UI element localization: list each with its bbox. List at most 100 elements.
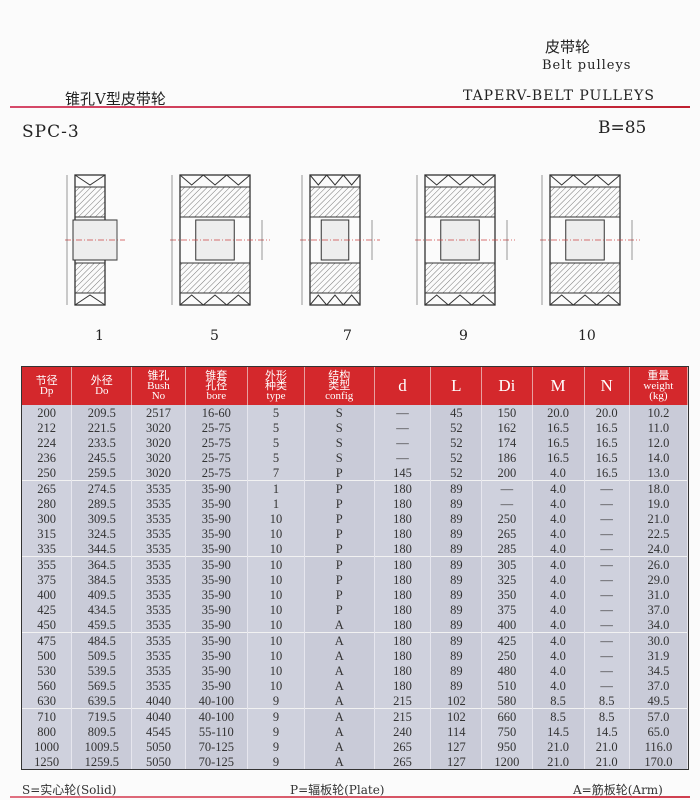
table-cell: 3020	[131, 420, 186, 435]
table-cell: 89	[430, 587, 483, 602]
table-cell: 5	[247, 450, 305, 465]
table-cell: 364.5	[71, 556, 133, 572]
table-cell: 102	[430, 693, 483, 709]
table-cell: 5	[247, 435, 305, 450]
footer-divider	[10, 796, 690, 798]
column-header-line: 锥孔	[147, 370, 170, 382]
table-cell: 180	[374, 602, 432, 617]
table-cell: 8.5	[584, 708, 630, 724]
column-header: N	[584, 367, 630, 405]
table-cell: 1250	[22, 754, 73, 769]
table-cell: 809.5	[71, 724, 133, 739]
table-cell: 1009.5	[71, 739, 133, 754]
column-header-line: config	[325, 390, 354, 402]
table-cell: 560	[22, 678, 73, 693]
table-cell: 70-125	[185, 754, 249, 769]
table-cell: 265	[22, 480, 73, 496]
table-cell: 35-90	[185, 480, 249, 496]
pulley-diagram-5	[170, 174, 270, 306]
table-cell: 35-90	[185, 511, 249, 526]
table-cell: 240	[374, 724, 432, 739]
column-header-line: 外形	[265, 370, 287, 382]
table-cell: 31.0	[629, 587, 689, 602]
table-cell: 180	[374, 663, 432, 678]
table-cell: 3535	[131, 587, 186, 602]
column-header-line: Dp	[39, 385, 54, 397]
table-cell: —	[481, 496, 533, 511]
table-cell: 221.5	[71, 420, 133, 435]
table-cell: 10	[247, 511, 305, 526]
table-cell: —	[584, 617, 630, 633]
table-row: 236 245.5 3020 25-75 5 S —52 186 16.5 16.5 14.0	[22, 450, 689, 465]
column-header: d	[374, 367, 432, 405]
column-header: 重量 weight (kg)	[629, 367, 689, 405]
table-cell: 14.5	[584, 724, 630, 739]
table-cell: 409.5	[71, 587, 133, 602]
table-cell: 3535	[131, 541, 186, 557]
column-header: 锥套 孔径 bore	[185, 367, 249, 405]
column-header-line: Bush	[147, 380, 170, 392]
table-cell: P	[304, 556, 375, 572]
table-row: 800 809.5 4545 55-110 9 A 240 114 750 14.5 14.5 65.…	[22, 724, 689, 739]
table-cell: 89	[430, 511, 483, 526]
table-cell: 89	[430, 663, 483, 678]
table-cell: 162	[481, 420, 533, 435]
table-cell: —	[584, 678, 630, 693]
table-cell: 35-90	[185, 648, 249, 663]
table-cell: 3020	[131, 435, 186, 450]
table-cell: 10	[247, 572, 305, 587]
table-cell: 35-90	[185, 587, 249, 602]
table-cell: 180	[374, 617, 432, 633]
table-cell: 127	[430, 739, 483, 754]
table-cell: 4.0	[532, 678, 585, 693]
table-cell: S	[304, 420, 375, 435]
table-cell: 510	[481, 678, 533, 693]
table-cell: 10	[247, 632, 305, 648]
table-cell: A	[304, 678, 375, 693]
table-cell: 750	[481, 724, 533, 739]
table-cell: 630	[22, 693, 73, 709]
table-cell: 3535	[131, 526, 186, 541]
table-cell: P	[304, 526, 375, 541]
column-header-line: N	[600, 376, 613, 395]
table-cell: 35-90	[185, 663, 249, 678]
table-cell: 4.0	[532, 465, 585, 481]
pulley-diagram-1	[65, 174, 125, 306]
table-cell: 3535	[131, 556, 186, 572]
table-cell: 180	[374, 496, 432, 511]
table-cell: 509.5	[71, 648, 133, 663]
table-cell: 180	[374, 556, 432, 572]
table-cell: 89	[430, 480, 483, 496]
product-title-en: TAPERV-BELT PULLEYS	[463, 88, 655, 104]
column-header-line: 重量	[647, 370, 670, 382]
table-cell: 16.5	[584, 450, 630, 465]
table-cell: 3535	[131, 663, 186, 678]
table-cell: 89	[430, 632, 483, 648]
table-cell: 49.5	[629, 693, 689, 709]
table-cell: P	[304, 465, 375, 481]
table-cell: 180	[374, 587, 432, 602]
column-header-line: 节径	[35, 375, 58, 387]
table-cell: 8.5	[532, 693, 585, 709]
table-cell: S	[304, 450, 375, 465]
table-cell: 25-75	[185, 435, 249, 450]
table-cell: 484.5	[71, 632, 133, 648]
table-cell: A	[304, 724, 375, 739]
table-cell: 200	[22, 405, 73, 420]
table-cell: 52	[430, 420, 483, 435]
table-cell: 116.0	[629, 739, 689, 754]
table-cell: —	[584, 602, 630, 617]
table-cell: A	[304, 754, 375, 769]
table-cell: 4040	[131, 693, 186, 709]
table-cell: 19.0	[629, 496, 689, 511]
table-cell: 350	[481, 587, 533, 602]
table-cell: 9	[247, 693, 305, 709]
table-cell: 300	[22, 511, 73, 526]
table-cell: 480	[481, 663, 533, 678]
column-header-line: 类型	[328, 380, 351, 392]
table-frame	[21, 366, 689, 770]
table-cell: 35-90	[185, 541, 249, 557]
diagram-label: 10	[578, 328, 596, 344]
table-cell: —	[374, 405, 432, 420]
table-cell: 25-75	[185, 420, 249, 435]
